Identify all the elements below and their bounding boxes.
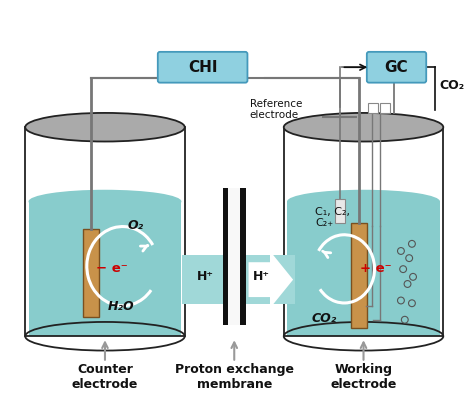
Text: C₁, C₂,
C₂₊: C₁, C₂, C₂₊ [315,207,350,229]
Text: Proton exchange
membrane: Proton exchange membrane [175,363,294,391]
Text: Working
electrode: Working electrode [330,363,397,391]
Ellipse shape [284,113,443,142]
Text: + e⁻: + e⁻ [360,263,392,275]
Ellipse shape [28,190,182,213]
FancyBboxPatch shape [367,52,426,83]
FancyBboxPatch shape [223,188,228,325]
Text: H⁺: H⁺ [253,270,270,283]
FancyBboxPatch shape [380,103,390,113]
Text: Reference
electrode: Reference electrode [250,99,302,120]
FancyBboxPatch shape [351,223,367,328]
Ellipse shape [25,113,185,142]
Text: Counter
electrode: Counter electrode [72,363,138,391]
Text: CO₂: CO₂ [439,79,464,92]
Text: CO₂: CO₂ [311,312,337,325]
FancyBboxPatch shape [335,199,345,223]
FancyBboxPatch shape [240,188,246,325]
Text: O₂: O₂ [127,219,143,232]
FancyBboxPatch shape [228,188,240,325]
Text: GC: GC [385,60,408,75]
FancyBboxPatch shape [182,255,295,304]
Text: H₂O: H₂O [108,300,135,313]
Text: − e⁻: − e⁻ [96,263,128,275]
Ellipse shape [287,190,440,213]
Text: CHI: CHI [188,60,218,75]
FancyBboxPatch shape [287,201,440,336]
FancyBboxPatch shape [28,201,182,336]
FancyBboxPatch shape [368,103,378,113]
FancyArrow shape [248,251,293,308]
Text: H⁺: H⁺ [197,270,214,283]
FancyBboxPatch shape [83,229,100,317]
FancyBboxPatch shape [158,52,247,83]
